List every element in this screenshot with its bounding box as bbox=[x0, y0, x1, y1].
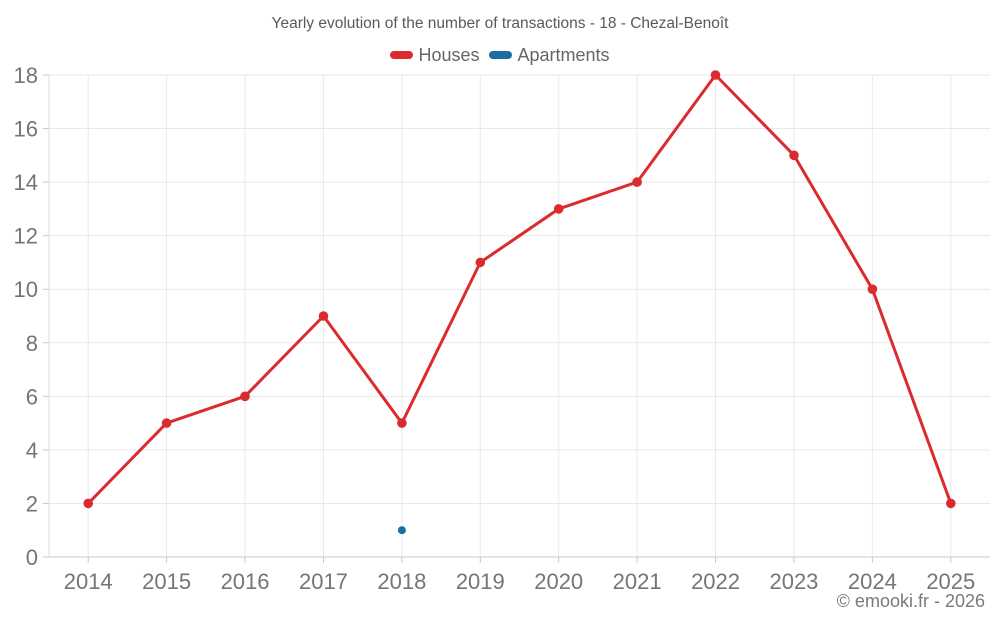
x-tick-label: 2023 bbox=[769, 569, 818, 594]
houses-data-point[interactable] bbox=[161, 418, 172, 428]
x-tick-label: 2020 bbox=[534, 569, 583, 594]
x-tick-label: 2018 bbox=[377, 569, 426, 594]
houses-swatch-icon bbox=[390, 51, 414, 59]
y-tick-label: 2 bbox=[26, 491, 38, 516]
x-tick-label: 2021 bbox=[613, 569, 662, 594]
chart-legend: Houses Apartments bbox=[0, 43, 1000, 67]
y-tick-label: 16 bbox=[14, 117, 38, 142]
y-tick-label: 4 bbox=[26, 438, 38, 463]
x-tick-label: 2019 bbox=[456, 569, 505, 594]
houses-data-point[interactable] bbox=[946, 498, 956, 509]
houses-data-point[interactable] bbox=[475, 257, 486, 268]
y-tick-label: 14 bbox=[14, 170, 38, 195]
houses-data-point[interactable] bbox=[240, 391, 250, 402]
x-tick-label: 2024 bbox=[848, 569, 897, 594]
houses-data-point[interactable] bbox=[867, 284, 878, 295]
legend-label-apartments: Apartments bbox=[517, 44, 610, 65]
y-tick-label: 18 bbox=[14, 63, 38, 88]
houses-data-point[interactable] bbox=[710, 70, 721, 80]
houses-data-point[interactable] bbox=[789, 150, 799, 161]
legend-item-apartments[interactable]: Apartments bbox=[489, 44, 610, 66]
apartments-data-point[interactable] bbox=[397, 526, 406, 535]
copyright-label: © emooki.fr - 2026 bbox=[836, 591, 985, 611]
x-tick-label: 2015 bbox=[142, 569, 191, 594]
houses-data-point[interactable] bbox=[553, 204, 564, 214]
y-tick-label: 10 bbox=[14, 277, 38, 302]
x-tick-label: 2017 bbox=[299, 569, 348, 594]
y-tick-label: 8 bbox=[26, 331, 38, 356]
x-tick-label: 2014 bbox=[64, 569, 113, 594]
y-tick-label: 0 bbox=[26, 545, 38, 570]
legend-item-houses[interactable]: Houses bbox=[390, 45, 479, 66]
houses-data-point[interactable] bbox=[83, 498, 93, 509]
houses-data-point[interactable] bbox=[632, 177, 642, 187]
houses-data-point[interactable] bbox=[397, 418, 407, 428]
chart-title: Yearly evolution of the number of transa… bbox=[271, 15, 729, 32]
x-tick-label: 2022 bbox=[691, 569, 740, 594]
y-tick-label: 12 bbox=[14, 224, 38, 249]
x-tick-label: 2025 bbox=[926, 569, 975, 594]
y-tick-label: 6 bbox=[26, 384, 38, 409]
apartments-swatch-icon bbox=[489, 51, 513, 59]
x-tick-label: 2016 bbox=[221, 569, 270, 594]
houses-series-line[interactable] bbox=[86, 73, 953, 505]
legend-label-houses: Houses bbox=[418, 44, 480, 65]
houses-data-point[interactable] bbox=[318, 311, 329, 321]
